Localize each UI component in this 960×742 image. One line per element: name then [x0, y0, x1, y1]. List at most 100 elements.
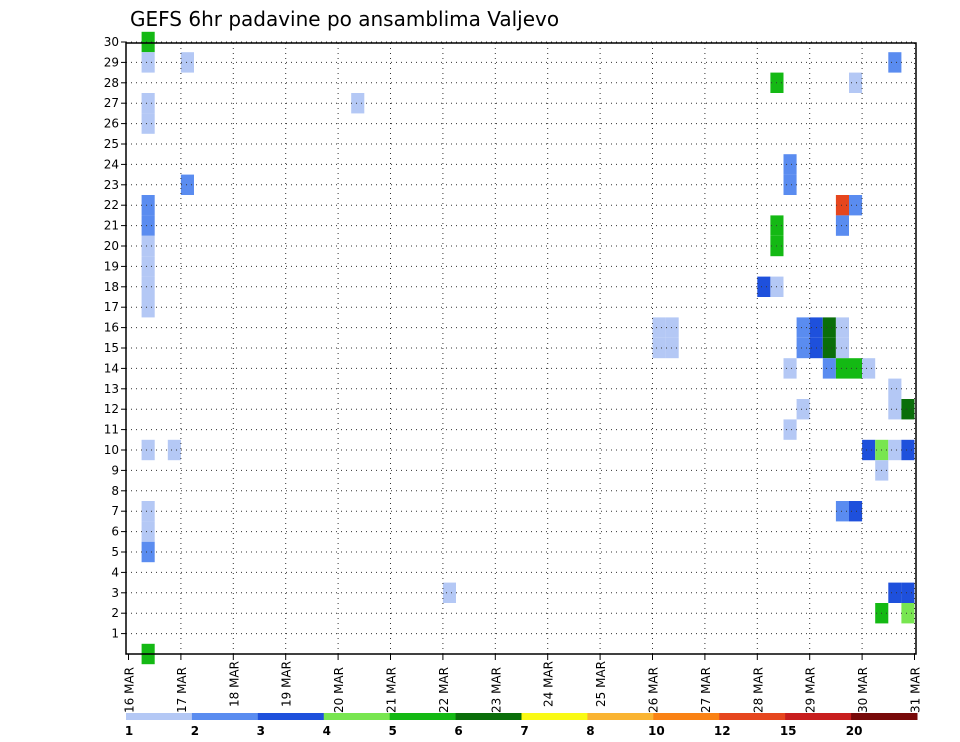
y-tick-label: 8	[111, 484, 119, 498]
colorbar-legend: 1 2 3 4 5 6 7 8 10 12 15 20	[125, 713, 918, 738]
y-axis: 1234567891011121314151617181920212223242…	[104, 35, 126, 641]
heatmap-cell	[665, 317, 679, 338]
colorbar-label: 3	[257, 724, 265, 738]
x-tick-label: 22 MAR	[437, 667, 451, 713]
heatmap-cell	[901, 603, 915, 624]
y-tick-label: 27	[104, 96, 119, 110]
heatmap-cell	[888, 52, 902, 73]
heatmap-cell	[835, 501, 849, 522]
heatmap-cell	[796, 317, 810, 338]
y-tick-label: 15	[104, 341, 119, 355]
chart-title: GEFS 6hr padavine po ansamblima Valjevo	[130, 7, 559, 31]
heatmap-cell	[141, 501, 155, 522]
grid-lines	[126, 41, 916, 654]
heatmap-cell	[652, 337, 666, 359]
y-tick-label: 21	[104, 219, 119, 233]
y-tick-label: 20	[104, 239, 119, 253]
x-tick-label: 26 MAR	[647, 667, 661, 713]
heatmap-cell	[351, 93, 365, 114]
heatmap-cell	[849, 72, 863, 93]
heatmap-cell	[849, 195, 863, 216]
y-tick-label: 1	[111, 627, 119, 641]
colorbar-swatch	[521, 713, 588, 720]
heatmap-cells	[141, 31, 915, 665]
y-tick-label: 11	[104, 423, 119, 437]
heatmap-cell	[849, 501, 863, 522]
heatmap-cell	[783, 154, 797, 175]
heatmap-cell	[141, 31, 155, 53]
heatmap-cell	[835, 195, 849, 216]
heatmap-cell	[888, 378, 902, 399]
colorbar-label: 2	[191, 724, 199, 738]
heatmap-cell	[822, 358, 836, 379]
heatmap-cell	[665, 337, 679, 359]
y-tick-label: 16	[104, 321, 119, 335]
heatmap-cell	[835, 215, 849, 236]
colorbar-swatch	[191, 713, 259, 720]
y-tick-label: 3	[111, 586, 119, 600]
colorbar-swatch	[455, 713, 522, 720]
heatmap-cell	[141, 215, 155, 236]
heatmap-cell	[141, 113, 155, 134]
heatmap-cell	[901, 439, 915, 461]
colorbar-swatch	[389, 713, 457, 720]
heatmap-cell	[862, 358, 876, 379]
heatmap-cell	[862, 439, 876, 461]
heatmap-cell	[141, 276, 155, 297]
x-tick-label: 31 MAR	[909, 667, 923, 713]
x-tick-label: 16 MAR	[123, 667, 137, 713]
heatmap-cell	[783, 174, 797, 195]
y-tick-label: 24	[104, 157, 119, 171]
heatmap-cell	[849, 358, 863, 379]
heatmap-cell	[901, 399, 915, 420]
x-tick-label: 23 MAR	[489, 667, 503, 713]
colorbar-swatch	[785, 713, 852, 720]
heatmap-cell	[141, 52, 155, 73]
heatmap-cell	[652, 317, 666, 338]
y-tick-label: 10	[104, 443, 119, 457]
colorbar-label: 5	[388, 724, 396, 738]
colorbar-label: 15	[780, 724, 797, 738]
y-tick-label: 25	[104, 137, 119, 151]
heatmap-cell	[757, 276, 771, 297]
heatmap-cell	[835, 358, 849, 379]
y-tick-label: 7	[111, 504, 119, 518]
colorbar-swatch	[323, 713, 391, 720]
colorbar-label: 4	[323, 724, 331, 738]
y-tick-label: 18	[104, 280, 119, 294]
heatmap-cell	[180, 52, 194, 73]
colorbar-label: 10	[648, 724, 665, 738]
colorbar-label: 1	[125, 724, 133, 738]
x-tick-label: 24 MAR	[542, 661, 556, 707]
y-tick-label: 12	[104, 402, 119, 416]
y-tick-label: 29	[104, 55, 119, 69]
y-tick-label: 9	[111, 463, 119, 477]
colorbar-swatch	[587, 713, 654, 720]
heatmap-cell	[141, 256, 155, 277]
x-tick-label: 25 MAR	[594, 661, 608, 707]
heatmap-cell	[141, 541, 155, 563]
y-tick-label: 22	[104, 198, 119, 212]
y-tick-label: 30	[104, 35, 119, 49]
heatmap-cell	[888, 582, 902, 603]
heatmap-cell	[835, 317, 849, 338]
x-tick-label: 20 MAR	[332, 667, 346, 713]
heatmap-cell	[442, 582, 456, 603]
heatmap-cell	[901, 582, 915, 603]
heatmap-cell	[141, 235, 155, 257]
heatmap-cell	[141, 439, 155, 461]
y-tick-label: 19	[104, 259, 119, 273]
y-tick-label: 2	[111, 606, 119, 620]
heatmap-cell	[141, 521, 155, 542]
y-tick-label: 6	[111, 525, 119, 539]
y-tick-label: 13	[104, 382, 119, 396]
heatmap-cell	[141, 195, 155, 216]
heatmap-cell	[783, 358, 797, 379]
heatmap-cell	[180, 174, 194, 195]
x-tick-label: 18 MAR	[227, 661, 241, 707]
x-tick-label: 29 MAR	[804, 667, 818, 713]
y-tick-label: 4	[111, 565, 119, 579]
x-axis: 16 MAR 17 MAR 18 MAR 19 MAR 20 MAR 21 MAR 22 M…	[123, 654, 923, 713]
heatmap-cell	[835, 337, 849, 359]
